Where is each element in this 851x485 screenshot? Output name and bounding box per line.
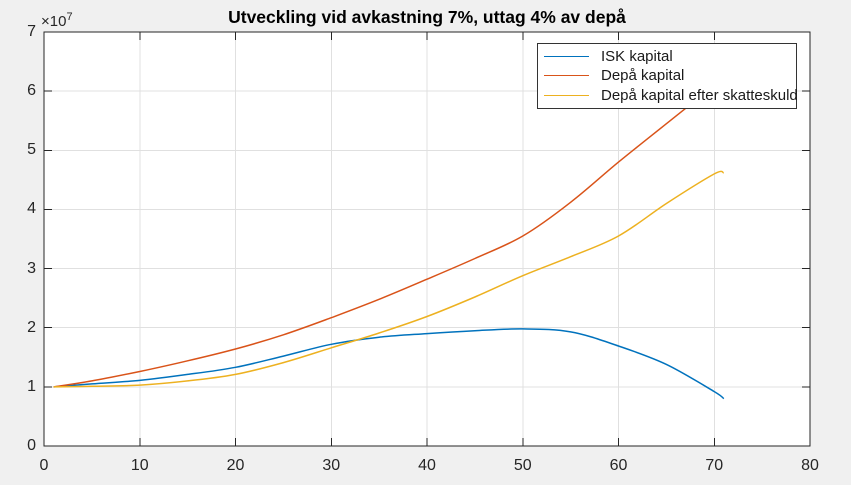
legend-item-isk: ISK kapital [538,47,796,66]
series-line-2 [53,170,724,388]
y-tick-label: 2 [27,318,36,336]
x-tick-label: 20 [226,457,245,474]
x-tick-label: 0 [39,457,49,474]
y-tick-label: 1 [27,377,36,395]
legend-label-isk: ISK kapital [601,48,673,66]
legend-box[interactable]: ISK kapital Depå kapital Depå kapital ef… [537,43,798,109]
legend-line-sample-isk [544,56,589,58]
y-tick-label: 6 [27,82,36,100]
legend-item-depa: Depå kapital [538,66,796,85]
x-tick-label: 70 [705,457,724,474]
legend-line-sample-depa [544,75,589,77]
legend-label-depa: Depå kapital [601,67,685,85]
exponent-power: 7 [66,11,73,23]
legend-line-sample-skatteskuld [544,94,589,96]
y-tick-label: 3 [27,259,36,277]
y-tick-label: 5 [27,141,36,159]
legend-label-skatteskuld: Depå kapital efter skatteskuld [601,86,798,104]
chart-title: Utveckling vid avkastning 7%, uttag 4% a… [228,7,626,27]
x-tick-label: 30 [322,457,341,474]
exponent-mantissa: ×10 [41,13,67,30]
y-axis-exponent-label: ×107 [41,11,73,30]
x-tick-label: 40 [418,457,436,474]
series-line-1 [53,74,725,388]
y-tick-label: 0 [27,437,36,454]
y-tick-label: 4 [27,200,36,218]
legend-item-skatteskuld: Depå kapital efter skatteskuld [538,86,798,105]
x-tick-label: 10 [130,457,149,474]
x-tick-label: 80 [801,457,819,474]
y-tick-label: 7 [27,23,36,40]
x-tick-label: 50 [513,457,532,474]
x-tick-label: 60 [609,457,628,474]
series-line-0 [53,328,725,400]
